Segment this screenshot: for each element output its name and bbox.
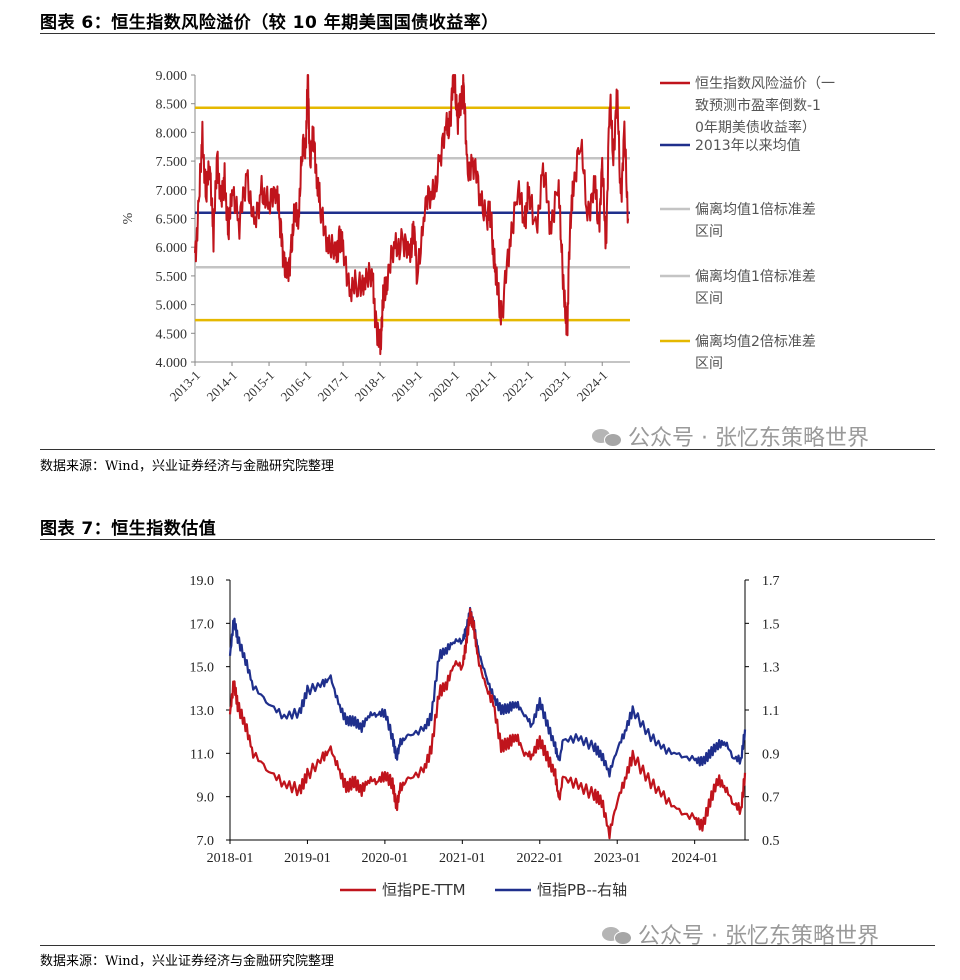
left-tick-label: 17.0 xyxy=(190,617,215,632)
y-tick-label: 8.000 xyxy=(156,126,188,141)
x-tick-label: 2023-1 xyxy=(537,368,574,405)
right-tick-label: 0.5 xyxy=(762,834,780,849)
y-tick-label: 7.000 xyxy=(156,184,188,199)
watermark-text: 公众号 · 张忆东策略世界 xyxy=(628,426,869,451)
watermark-text: 公众号 · 张忆东策略世界 xyxy=(638,924,879,949)
legend-label: 区间 xyxy=(695,224,723,240)
x-tick-label: 2021-1 xyxy=(463,368,500,405)
x-tick-label: 2014-1 xyxy=(203,368,240,405)
y-tick-label: 9.000 xyxy=(156,69,188,84)
y-tick-label: 4.500 xyxy=(156,327,188,342)
legend-label: 偏离均值2倍标准差 xyxy=(695,333,816,350)
y-tick-label: 4.000 xyxy=(156,356,188,371)
figure-7-title: 图表 7：恒生指数估值 xyxy=(40,519,217,539)
left-tick-label: 13.0 xyxy=(190,704,215,719)
figure-6-top-rule xyxy=(40,33,935,34)
wechat-icon xyxy=(602,923,632,945)
legend-label: 区间 xyxy=(695,356,723,372)
watermark-1: 公众号 · 张忆东策略世界 xyxy=(592,420,869,452)
legend-label: 恒生指数风险溢价（一 xyxy=(695,76,835,92)
x-tick-label: 2024-1 xyxy=(574,368,611,405)
x-tick-label: 2016-1 xyxy=(278,368,315,405)
right-tick-label: 1.1 xyxy=(762,704,780,719)
x-tick-label: 2023-01 xyxy=(594,851,641,866)
figure-7-bottom-rule xyxy=(40,945,935,946)
x-tick-label: 2018-01 xyxy=(207,851,254,866)
right-tick-label: 1.5 xyxy=(762,617,780,632)
y-axis-label: % xyxy=(121,212,136,224)
right-tick-label: 1.7 xyxy=(762,574,780,589)
x-tick-label: 2022-1 xyxy=(500,368,537,405)
x-tick-label: 2013-1 xyxy=(166,368,203,405)
left-tick-label: 19.0 xyxy=(190,574,215,589)
x-tick-label: 2018-1 xyxy=(352,368,389,405)
valuation-chart: 19.0 17.0 15.0 13.0 11.0 9.0 7.0 1.7 1.5 1.3 1.1 0.… xyxy=(190,574,780,899)
x-tick-label: 2017-1 xyxy=(315,368,352,405)
figure-7-source: 数据来源：Wind，兴业证券经济与金融研究院整理 xyxy=(40,954,334,969)
x-tick-label: 2019-1 xyxy=(389,368,426,405)
x-tick-label: 2022-01 xyxy=(516,851,563,866)
watermark-2: 公众号 · 张忆东策略世界 xyxy=(602,918,879,950)
right-tick-label: 1.3 xyxy=(762,661,780,676)
x-tick-label: 2021-01 xyxy=(439,851,486,866)
x-tick-label: 2019-01 xyxy=(284,851,331,866)
legend-label: 0年期美债收益率） xyxy=(695,119,816,136)
left-tick-label: 11.0 xyxy=(190,747,214,762)
right-tick-label: 0.7 xyxy=(762,791,780,806)
legend-label: 恒指PB--右轴 xyxy=(537,881,627,899)
series-risk-premium xyxy=(194,74,630,356)
legend-label: 致预测市盈率倒数-1 xyxy=(695,97,821,114)
figure-7-top-rule xyxy=(40,539,935,540)
figure-6-source: 数据来源：Wind，兴业证券经济与金融研究院整理 xyxy=(40,459,334,474)
wechat-icon xyxy=(592,425,622,447)
right-tick-label: 0.9 xyxy=(762,747,780,762)
x-tick-label: 2015-1 xyxy=(241,368,278,405)
left-tick-label: 9.0 xyxy=(197,791,215,806)
figure-6-bottom-rule xyxy=(40,449,935,450)
x-tick-label: 2020-01 xyxy=(362,851,409,866)
y-tick-label: 5.500 xyxy=(156,270,188,285)
left-tick-label: 15.0 xyxy=(190,661,215,676)
figure-6-title: 图表 6：恒生指数风险溢价（较 10 年期美国国债收益率） xyxy=(40,13,499,33)
y-tick-label: 6.500 xyxy=(156,213,188,228)
risk-premium-chart: 9.000 8.500 8.000 7.500 7.000 6.500 6.000 5.500… xyxy=(121,69,835,405)
legend-label: 偏离均值1倍标准差 xyxy=(695,201,816,218)
series-hsi-pe-ttm xyxy=(228,607,747,840)
x-tick-label: 2024-01 xyxy=(671,851,718,866)
x-tick-label: 2020-1 xyxy=(426,368,463,405)
y-tick-label: 7.500 xyxy=(156,155,188,170)
y-tick-label: 6.000 xyxy=(156,241,188,256)
legend-label: 偏离均值1倍标准差 xyxy=(695,268,816,285)
legend-label: 2013年以来均值 xyxy=(695,138,801,154)
y-tick-label: 5.000 xyxy=(156,299,188,314)
legend-label: 恒指PE-TTM xyxy=(382,881,466,899)
legend-label: 区间 xyxy=(695,291,723,307)
y-tick-label: 8.500 xyxy=(156,98,188,113)
left-tick-label: 7.0 xyxy=(197,834,215,849)
